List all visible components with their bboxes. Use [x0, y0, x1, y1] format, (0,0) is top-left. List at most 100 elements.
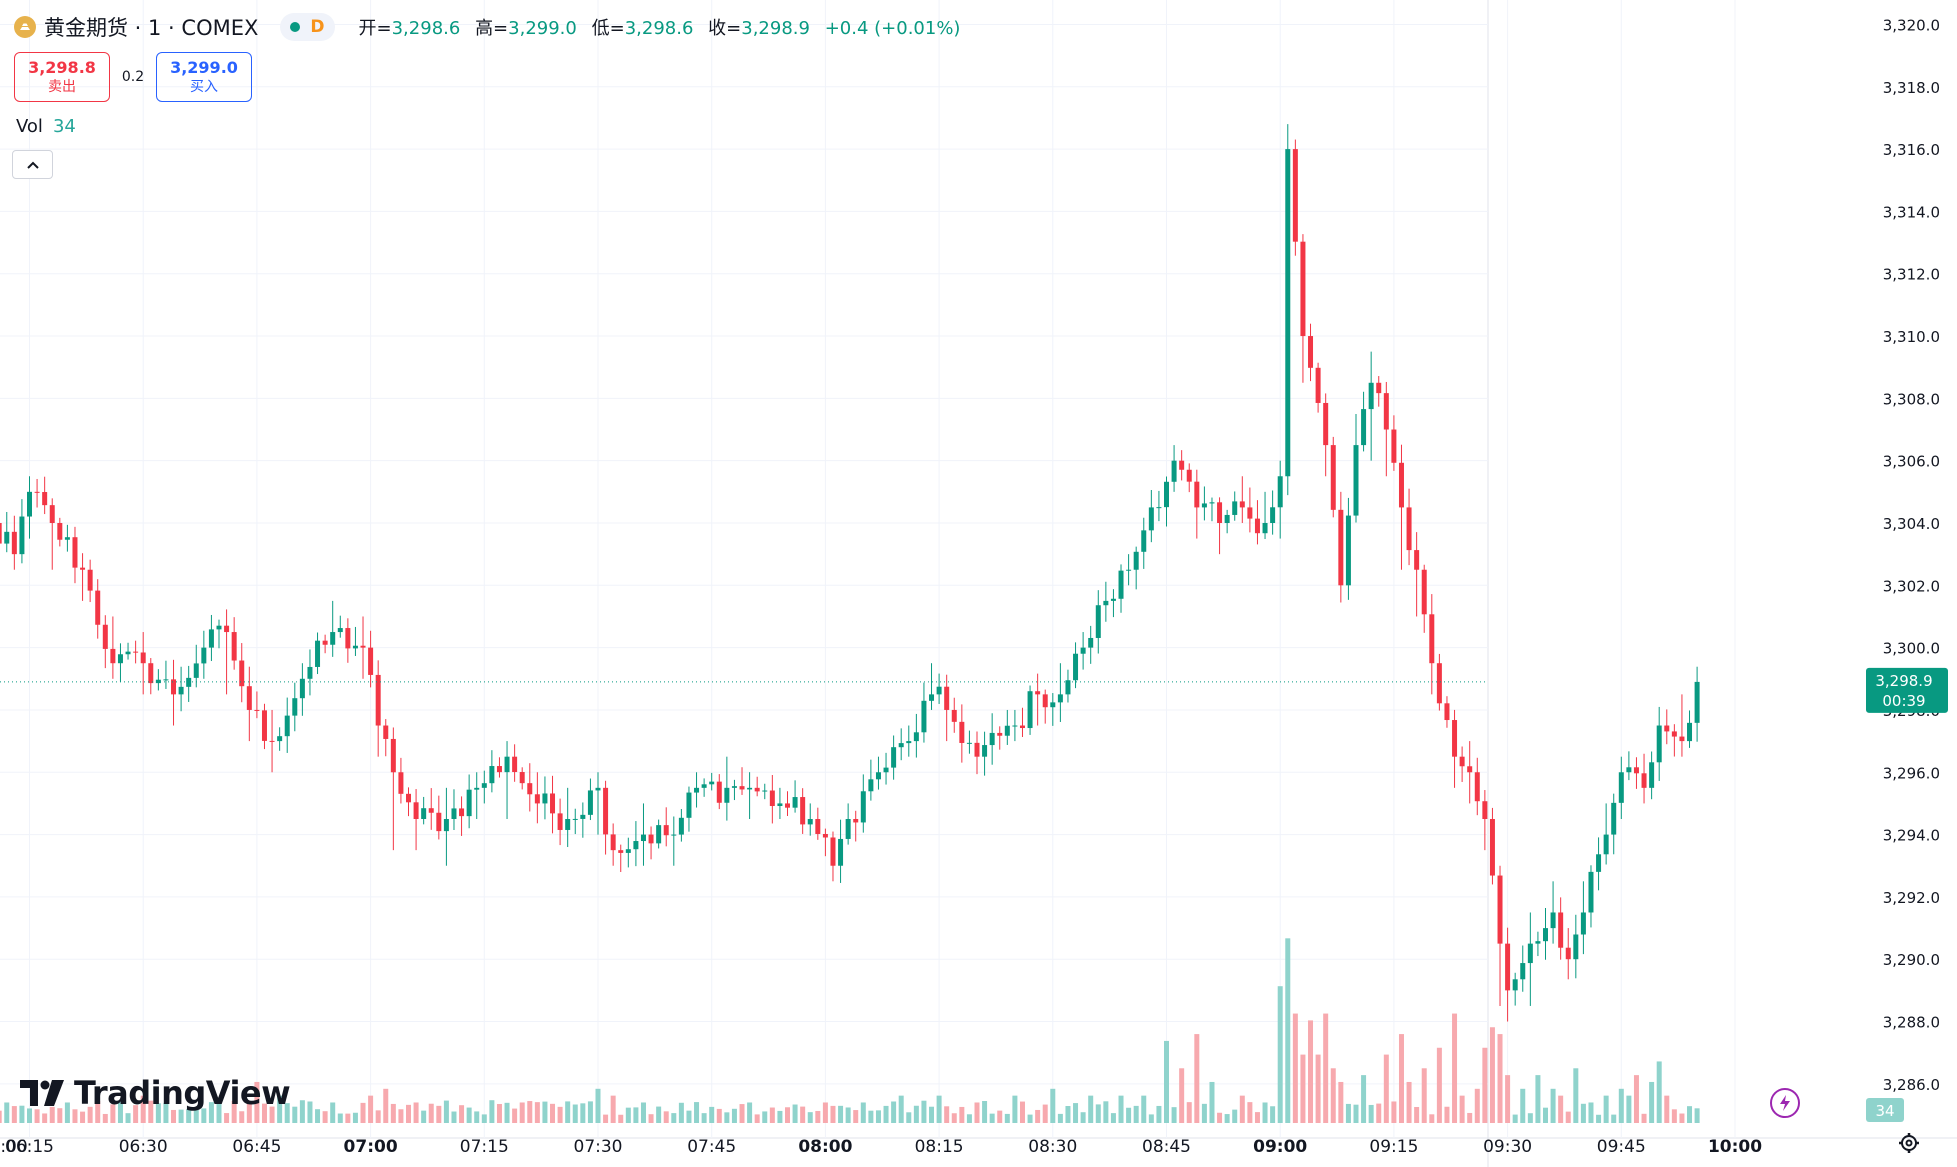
volume-bar [1285, 938, 1291, 1123]
candle-body [428, 808, 434, 813]
candle-body [1353, 445, 1359, 516]
candle-body [648, 834, 654, 844]
volume-legend[interactable]: Vol 34 [16, 116, 76, 137]
candle-body [853, 818, 859, 823]
volume-bar [0, 1110, 2, 1123]
candle-body [1429, 614, 1435, 664]
candle-body [1148, 507, 1154, 531]
candle-body [1292, 149, 1298, 242]
low-label: 低= [591, 18, 625, 39]
candle-body [80, 567, 86, 570]
volume-bar [398, 1109, 404, 1123]
candle-body [1239, 501, 1245, 508]
candle-body [337, 628, 343, 633]
candle-body [997, 732, 1003, 736]
x-tick-label: 09:15 [1369, 1137, 1418, 1157]
candle-body [1186, 469, 1192, 482]
volume-bar [72, 1109, 78, 1123]
volume-bar [1618, 1088, 1624, 1123]
close-value: 3,298.9 [741, 18, 810, 39]
volume-bar [1012, 1095, 1018, 1123]
volume-bar [368, 1095, 374, 1123]
candle-body [1209, 502, 1215, 504]
volume-bar [1383, 1054, 1389, 1123]
volume-bar [1474, 1088, 1480, 1123]
candle-body [1687, 722, 1693, 742]
volume-bar [1368, 1104, 1374, 1123]
y-tick-label: 3,306.0 [1883, 453, 1940, 471]
volume-bar [345, 1113, 351, 1123]
volume-bar [102, 1113, 108, 1123]
buy-button[interactable]: 3,299.0 买入 [156, 52, 252, 102]
volume-bar [951, 1113, 957, 1123]
candle-body [224, 625, 230, 633]
volume-bar [830, 1105, 836, 1123]
market-status[interactable]: D [280, 13, 335, 41]
volume-bar [1300, 1054, 1306, 1123]
volume-bar [322, 1111, 328, 1123]
volume-bar [1535, 1075, 1541, 1123]
collapse-legend-button[interactable] [12, 150, 53, 179]
candle-body [1194, 481, 1200, 508]
volume-bar [822, 1102, 828, 1123]
volume-bar [315, 1109, 321, 1123]
candle-body [1421, 569, 1427, 615]
volume-bar [989, 1113, 995, 1123]
volume-bar [178, 1109, 184, 1123]
candle-body [383, 725, 389, 739]
volume-bar [277, 1095, 283, 1123]
candle-body [125, 651, 131, 655]
candle-body [974, 742, 980, 757]
candle-body [807, 818, 813, 825]
volume-bar [603, 1114, 609, 1123]
volume-bar [489, 1100, 495, 1123]
volume-bar [1361, 1075, 1367, 1123]
volume-label: Vol [16, 116, 43, 137]
candle-body [572, 818, 578, 820]
volume-bar [292, 1106, 298, 1123]
volume-bar [671, 1113, 677, 1123]
candle-body [1126, 569, 1132, 571]
tradingview-logo[interactable]: TradingView [20, 1074, 291, 1112]
candle-body [762, 790, 768, 792]
candle-body [1133, 551, 1139, 570]
y-tick-label: 3,316.0 [1883, 141, 1940, 159]
lightning-icon[interactable] [1770, 1088, 1800, 1118]
volume-bar [307, 1101, 313, 1123]
gear-icon[interactable] [1898, 1132, 1920, 1154]
volume-bar [80, 1111, 86, 1123]
candle-body [246, 686, 252, 710]
candle-body [686, 792, 692, 818]
volume-bar [390, 1103, 396, 1123]
candle-body [519, 772, 525, 784]
candle-body [1573, 934, 1579, 960]
axis-badges: 3,298.9 00:39 34 [1866, 667, 1948, 1122]
candle-body [883, 767, 889, 773]
volume-bar [1186, 1102, 1192, 1123]
volume-bar [110, 1104, 116, 1123]
candle-body [1474, 772, 1480, 802]
buy-price: 3,299.0 [170, 58, 238, 77]
candle-body [1035, 691, 1041, 695]
last-price-value: 3,298.9 [1875, 672, 1932, 690]
candle-body [542, 793, 548, 804]
candle-body [1338, 509, 1344, 586]
volume-bar [1209, 1081, 1215, 1123]
volume-bar [352, 1112, 358, 1123]
tradingview-wordmark: TradingView [74, 1074, 291, 1112]
symbol-title[interactable]: 黄金期货 · 1 · COMEX [44, 16, 259, 40]
sell-button[interactable]: 3,298.8 卖出 [14, 52, 110, 102]
candle-body [216, 625, 222, 630]
candle-body [375, 674, 381, 726]
candle-body [0, 522, 2, 544]
candle-body [110, 648, 116, 664]
candle-body [1019, 725, 1025, 729]
candle-body [1330, 445, 1336, 510]
candle-body [64, 537, 70, 540]
candle-body [640, 834, 646, 842]
volume-bar [1262, 1102, 1268, 1123]
volume-bar [997, 1110, 1003, 1123]
candle-body [550, 793, 556, 814]
x-tick-label: 09:30 [1483, 1137, 1532, 1157]
